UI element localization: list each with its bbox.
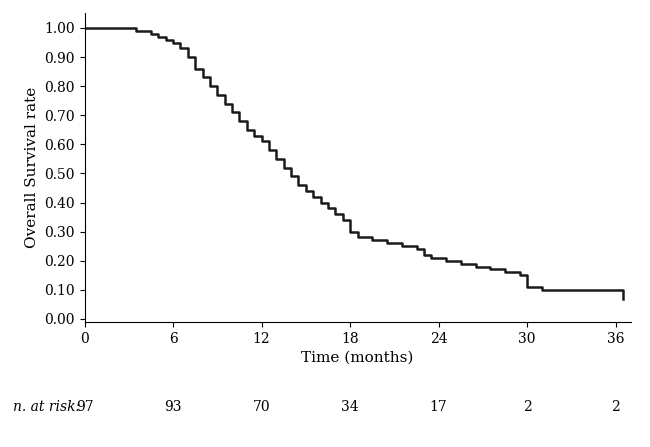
- Text: 2: 2: [612, 400, 620, 414]
- Text: 2: 2: [523, 400, 532, 414]
- Text: n. at risk:: n. at risk:: [13, 400, 80, 414]
- Text: 70: 70: [253, 400, 270, 414]
- Text: 17: 17: [430, 400, 448, 414]
- Text: 34: 34: [341, 400, 359, 414]
- Y-axis label: Overall Survival rate: Overall Survival rate: [25, 87, 38, 248]
- Text: 97: 97: [75, 400, 94, 414]
- X-axis label: Time (months): Time (months): [302, 351, 413, 365]
- Text: 93: 93: [164, 400, 182, 414]
